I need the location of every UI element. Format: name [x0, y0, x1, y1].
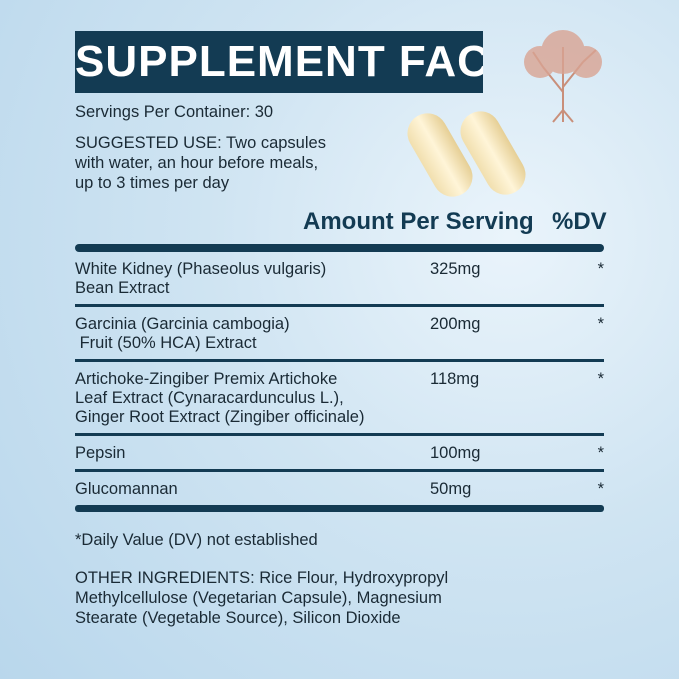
suggested-use-line: SUGGESTED USE: Two capsules: [75, 134, 326, 152]
footnote: *Daily Value (DV) not established: [75, 531, 318, 549]
ingredient-name-cell: Glucomannan: [75, 480, 430, 499]
ingredient-name: White Kidney (Phaseolus vulgaris): [75, 260, 327, 278]
ingredient-amount: 100mg: [430, 444, 481, 462]
divider: [75, 359, 604, 362]
table-row: Artichoke-Zingiber Premix Artichoke Leaf …: [75, 362, 604, 433]
other-ingredients-line: OTHER INGREDIENTS: Rice Flour, Hydroxypr…: [75, 569, 449, 587]
table-row: Pepsin 100mg *: [75, 436, 604, 469]
ingredient-name: Fruit (50% HCA) Extract: [75, 334, 257, 352]
ingredient-amount: 200mg: [430, 315, 481, 333]
amount-header: Amount Per Serving: [303, 208, 534, 235]
ingredient-name: Ginger Root Extract (Zingiber officinale…: [75, 408, 365, 426]
ingredient-amount: 325mg: [430, 260, 481, 278]
other-ingredients-line: Methylcellulose (Vegetarian Capsule), Ma…: [75, 589, 442, 607]
ingredient-dv: *: [597, 370, 604, 388]
servings-per-container: Servings Per Container: 30: [75, 103, 274, 121]
ingredient-name-cell: White Kidney (Phaseolus vulgaris) Bean Ex…: [75, 260, 430, 298]
table-row: Glucomannan 50mg *: [75, 472, 604, 505]
ingredient-dv: *: [597, 444, 604, 462]
table-row: Garcinia (Garcinia cambogia) Fruit (50% …: [75, 307, 604, 359]
divider: [75, 304, 604, 307]
suggested-use: SUGGESTED USE: Two capsules with water, …: [75, 133, 326, 193]
ingredient-name: Garcinia (Garcinia cambogia): [75, 315, 290, 333]
ingredient-name: Bean Extract: [75, 279, 170, 297]
table-row: White Kidney (Phaseolus vulgaris) Bean Ex…: [75, 252, 604, 304]
ingredient-name-cell: Artichoke-Zingiber Premix Artichoke Leaf …: [75, 370, 430, 427]
ingredient-name: Leaf Extract (Cynaracardunculus L.),: [75, 389, 344, 407]
divider: [75, 244, 604, 252]
ingredient-name: Artichoke-Zingiber Premix Artichoke: [75, 370, 338, 388]
ingredient-name-cell: Garcinia (Garcinia cambogia) Fruit (50% …: [75, 315, 430, 353]
divider: [75, 505, 604, 512]
ingredient-name: Pepsin: [75, 444, 126, 462]
divider: [75, 469, 604, 472]
dv-header: %DV: [552, 208, 607, 235]
ingredient-name: Glucomannan: [75, 480, 178, 498]
suggested-use-line: up to 3 times per day: [75, 174, 230, 192]
ingredient-dv: *: [597, 480, 604, 498]
tree-logo-icon: [524, 30, 602, 123]
ingredient-dv: *: [597, 315, 604, 333]
ingredient-amount: 118mg: [430, 370, 480, 388]
ingredient-dv: *: [597, 260, 604, 278]
other-ingredients: OTHER INGREDIENTS: Rice Flour, Hydroxypr…: [75, 568, 604, 628]
other-ingredients-line: Stearate (Vegetable Source), Silicon Dio…: [75, 609, 401, 627]
facts-table: White Kidney (Phaseolus vulgaris) Bean Ex…: [75, 244, 604, 628]
suggested-use-line: with water, an hour before meals,: [75, 154, 319, 172]
page-title: SUPPLEMENT FACTS: [75, 31, 483, 93]
ingredient-amount: 50mg: [430, 480, 472, 498]
divider: [75, 433, 604, 436]
ingredient-name-cell: Pepsin: [75, 444, 430, 463]
